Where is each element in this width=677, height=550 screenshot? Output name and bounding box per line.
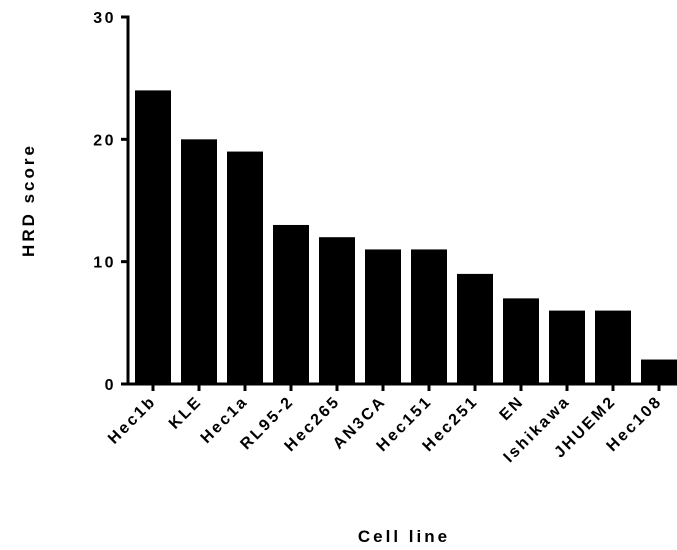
x-axis-title: Cell line <box>358 527 450 546</box>
y-tick-label: 0 <box>105 377 116 394</box>
bar-an3ca <box>365 249 401 384</box>
bar-ishikawa <box>549 310 585 384</box>
bar-rl95-2 <box>273 224 309 384</box>
y-tick-label: 30 <box>93 10 116 27</box>
bar-hec108 <box>641 359 677 384</box>
y-ticks-group: 0 10 20 30 <box>93 10 128 394</box>
x-tick-label: EN <box>497 393 528 424</box>
x-ticks-group: Hec1b KLEHec1aRL95-2Hec265AN3CAHec151Hec2… <box>105 384 666 466</box>
y-tick-label: 10 <box>93 255 116 272</box>
bars-group <box>135 90 677 385</box>
x-tick-label: KLE <box>166 393 206 433</box>
bar-jhuem2 <box>595 310 631 384</box>
bar-hec151 <box>411 249 447 384</box>
bar-hec265 <box>319 237 355 384</box>
bar-hec1b <box>135 90 171 385</box>
y-tick-label: 20 <box>93 132 116 149</box>
bar-hec251 <box>457 273 493 384</box>
y-axis-title: HRD score <box>19 143 38 257</box>
axes-group <box>126 15 677 386</box>
bar-en <box>503 298 539 384</box>
x-tick-label: Hec1b <box>105 393 160 448</box>
bar-kle <box>181 139 217 384</box>
bar-hec1a <box>227 151 263 384</box>
